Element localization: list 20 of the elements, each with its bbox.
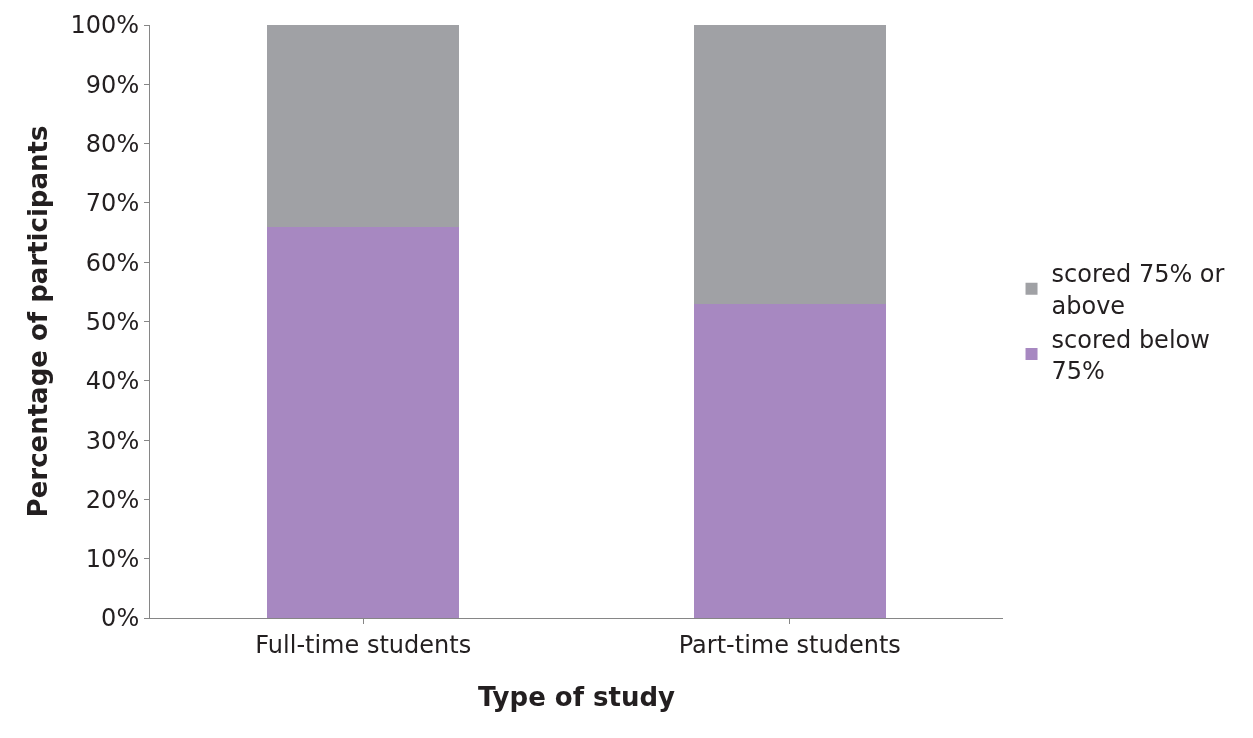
bar [693, 25, 886, 304]
y-tick-label: 10% [85, 545, 140, 574]
x-tick-label: Full-time students [255, 630, 472, 659]
bar [267, 25, 460, 227]
y-tick-label: 0% [101, 604, 140, 633]
y-tick-label: 20% [85, 485, 140, 514]
y-tick-label: 60% [85, 248, 140, 277]
y-tick-label: 30% [85, 426, 140, 455]
y-tick-label: 50% [85, 307, 140, 336]
y-tick-label: 90% [85, 70, 140, 99]
bar [693, 303, 886, 618]
y-tick-label: 70% [85, 189, 140, 218]
y-axis-title: Percentage of participants [22, 125, 53, 518]
y-tick-label: 40% [85, 367, 140, 396]
y-tick-label: 80% [85, 130, 140, 158]
x-tick-label: Part-time students [678, 630, 901, 659]
legend-label: scored below 75% [1051, 325, 1210, 386]
y-tick-label: 100% [70, 11, 140, 40]
bar [267, 226, 460, 618]
x-axis-title: Type of study [477, 682, 676, 713]
